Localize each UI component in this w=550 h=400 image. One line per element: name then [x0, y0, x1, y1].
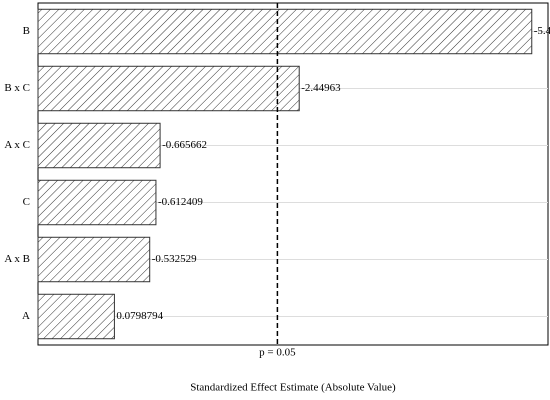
value-label: -0.612409: [158, 196, 203, 208]
value-label: -0.665662: [162, 139, 207, 151]
bar: [37, 65, 300, 112]
value-label: -5.4318: [534, 25, 550, 37]
bar: [37, 179, 157, 226]
x-axis-title: Standardized Effect Estimate (Absolute V…: [190, 382, 396, 394]
bar: [37, 293, 115, 340]
bar: [37, 236, 151, 283]
y-tick-label: C: [23, 196, 30, 208]
y-tick-label: B x C: [4, 82, 30, 94]
reference-label: p = 0.05: [259, 347, 296, 359]
value-label: 0.0798794: [116, 310, 163, 322]
bar: [37, 122, 161, 169]
y-tick-label: A x B: [4, 253, 30, 265]
bar: [37, 8, 533, 55]
value-label: -0.532529: [152, 253, 197, 265]
value-label: -2.44963: [301, 82, 341, 94]
y-tick-label: A x C: [4, 139, 30, 151]
y-tick-label: B: [23, 25, 30, 37]
plot-frame: [37, 2, 549, 346]
y-tick-label: A: [22, 310, 30, 322]
